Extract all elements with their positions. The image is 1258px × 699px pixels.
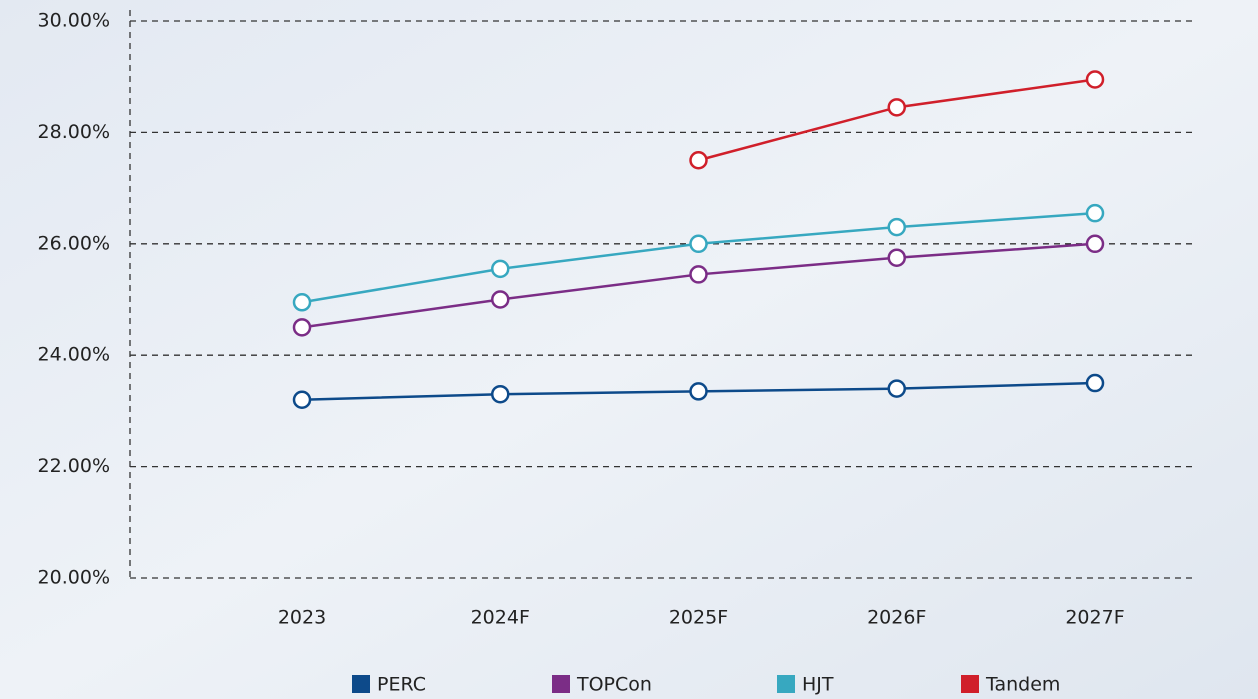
point bbox=[1087, 236, 1103, 252]
point bbox=[889, 99, 905, 115]
point bbox=[691, 266, 707, 282]
point bbox=[691, 152, 707, 168]
point bbox=[889, 381, 905, 397]
point bbox=[492, 386, 508, 402]
y-tick-label: 20.00% bbox=[38, 567, 110, 589]
y-tick-label: 22.00% bbox=[38, 455, 110, 477]
legend-swatch bbox=[352, 675, 370, 693]
point bbox=[889, 219, 905, 235]
point bbox=[1087, 375, 1103, 391]
legend-label: TOPCon bbox=[576, 674, 652, 696]
legend-label: HJT bbox=[802, 674, 834, 696]
point bbox=[691, 383, 707, 399]
legend-swatch bbox=[961, 675, 979, 693]
legend-label: PERC bbox=[377, 674, 426, 696]
background bbox=[0, 0, 1258, 699]
point bbox=[294, 294, 310, 310]
y-tick-label: 26.00% bbox=[38, 232, 110, 254]
point bbox=[294, 392, 310, 408]
x-tick-label: 2023 bbox=[278, 607, 326, 629]
y-tick-label: 24.00% bbox=[38, 344, 110, 366]
x-tick-label: 2027F bbox=[1065, 607, 1124, 629]
page: {"chart_data": {"type": "line", "categor… bbox=[0, 0, 1258, 699]
point bbox=[492, 261, 508, 277]
y-tick-label: 30.00% bbox=[38, 10, 110, 32]
point bbox=[492, 292, 508, 308]
y-tick-label: 28.00% bbox=[38, 121, 110, 143]
legend-label: Tandem bbox=[985, 674, 1060, 696]
point bbox=[1087, 71, 1103, 87]
point bbox=[691, 236, 707, 252]
legend-swatch bbox=[552, 675, 570, 693]
x-tick-label: 2024F bbox=[471, 607, 530, 629]
point bbox=[294, 319, 310, 335]
point bbox=[889, 250, 905, 266]
point bbox=[1087, 205, 1103, 221]
x-tick-label: 2025F bbox=[669, 607, 728, 629]
legend-swatch bbox=[777, 675, 795, 693]
x-tick-label: 2026F bbox=[867, 607, 926, 629]
chart: 20.00% 22.00% 24.00% 26.00% 28.00% 30.00% 2023… bbox=[0, 0, 1258, 699]
